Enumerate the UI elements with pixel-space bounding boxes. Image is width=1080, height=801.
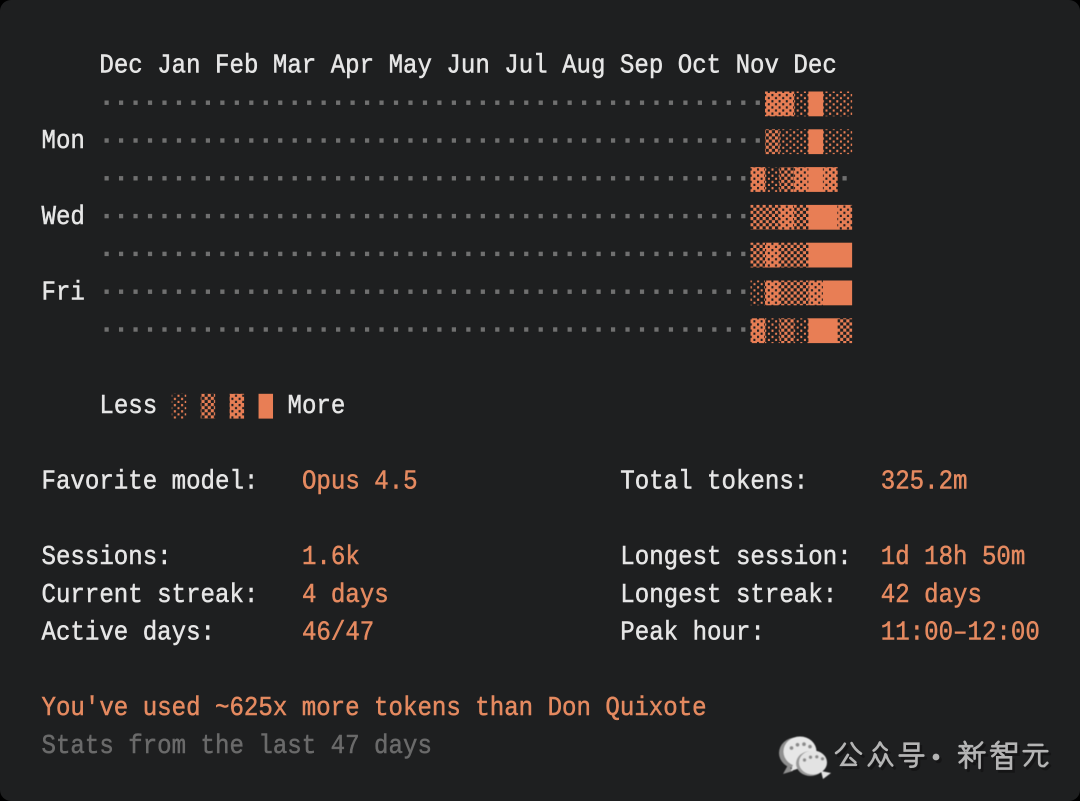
svg-text:1.6k: 1.6k	[302, 542, 360, 572]
svg-text:Current streak:: Current streak:	[42, 580, 259, 610]
svg-text:Active days:: Active days:	[42, 618, 216, 648]
svg-text:More: More	[287, 391, 345, 421]
svg-text:Wed: Wed	[42, 202, 85, 232]
svg-text:Mon: Mon	[42, 126, 85, 156]
svg-text:Dec Jan Feb Mar Apr May Jun Ju: Dec Jan Feb Mar Apr May Jun Jul Aug Sep …	[99, 51, 836, 81]
svg-text:Peak hour:: Peak hour:	[620, 618, 765, 648]
svg-text:Stats from the last 47 days: Stats from the last 47 days	[42, 731, 432, 761]
svg-text:Favorite model:: Favorite model:	[42, 466, 259, 496]
svg-text:Less: Less	[99, 391, 157, 421]
svg-text:Longest streak:: Longest streak:	[620, 580, 837, 610]
svg-text:Total tokens:: Total tokens:	[620, 466, 808, 496]
svg-text:42 days: 42 days	[881, 580, 982, 610]
svg-text:46/47: 46/47	[302, 618, 374, 648]
svg-text:Fri: Fri	[42, 277, 85, 307]
svg-text:4 days: 4 days	[302, 580, 389, 610]
svg-text:325.2m: 325.2m	[881, 466, 968, 496]
svg-text:You've used ~625x more tokens: You've used ~625x more tokens than Don Q…	[42, 693, 707, 723]
svg-text:Longest session:: Longest session:	[620, 542, 851, 572]
svg-text:Sessions:: Sessions:	[42, 542, 172, 572]
svg-text:11:00–12:00: 11:00–12:00	[881, 618, 1040, 648]
svg-text:1d 18h 50m: 1d 18h 50m	[881, 542, 1026, 572]
svg-text:Opus 4.5: Opus 4.5	[302, 466, 418, 496]
